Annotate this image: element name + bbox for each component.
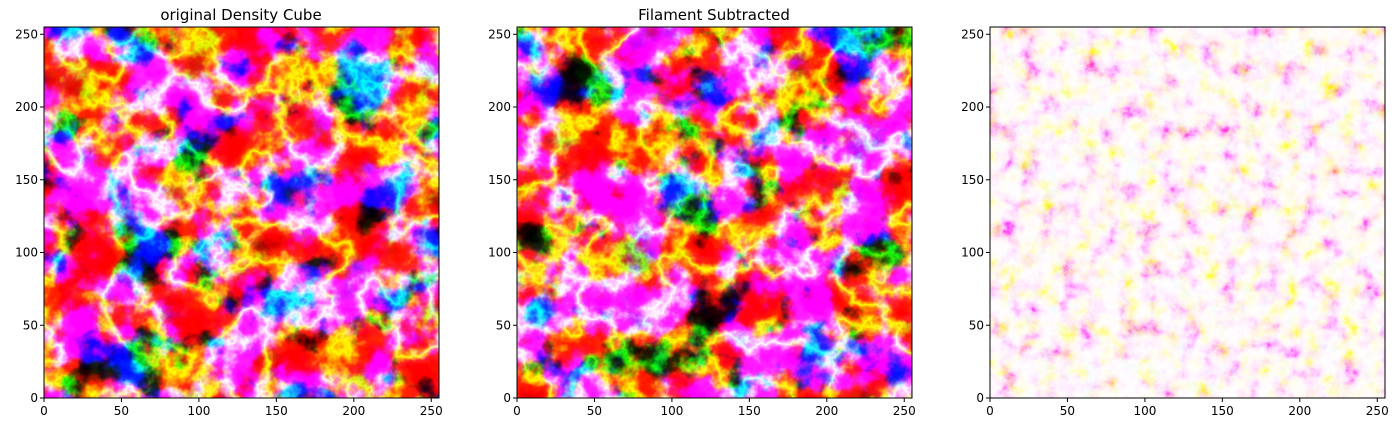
y-tick-label: 200 xyxy=(961,100,984,114)
y-tick-label: 150 xyxy=(961,173,984,187)
x-tick-label: 150 xyxy=(1211,404,1234,418)
x-tick-label: 50 xyxy=(587,404,602,418)
plot-frame xyxy=(989,26,1386,399)
y-tick-label: 0 xyxy=(976,391,984,405)
y-tick-label: 150 xyxy=(15,173,38,187)
heatmap-image xyxy=(517,27,912,398)
x-tick-label: 200 xyxy=(815,404,838,418)
y-tick-label: 150 xyxy=(488,173,511,187)
x-tick-label: 0 xyxy=(40,404,48,418)
panel-title: Filament Subtracted xyxy=(638,6,790,24)
panel-difference: 0 50 100 150 200 250 0 50 100 150 200 250 xyxy=(961,26,1389,418)
y-tick-label: 100 xyxy=(15,246,38,260)
y-tick-label: 50 xyxy=(23,318,38,332)
heatmap-image xyxy=(44,27,439,398)
y-tick-label: 50 xyxy=(969,318,984,332)
y-tick-label: 200 xyxy=(15,100,38,114)
heatmap-image xyxy=(990,27,1385,398)
x-tick-label: 100 xyxy=(187,404,210,418)
y-tick-label: 0 xyxy=(503,391,511,405)
x-tick-label: 200 xyxy=(342,404,365,418)
x-tick-label: 150 xyxy=(265,404,288,418)
x-tick-label: 250 xyxy=(893,404,916,418)
x-tick-label: 100 xyxy=(1133,404,1156,418)
x-tick-label: 200 xyxy=(1288,404,1311,418)
y-tick-label: 250 xyxy=(488,27,511,41)
y-tick-label: 0 xyxy=(30,391,38,405)
panel-title: original Density Cube xyxy=(160,6,321,24)
x-tick-label: 0 xyxy=(986,404,994,418)
y-tick-label: 100 xyxy=(488,246,511,260)
panel-original-density: original Density Cube 0 50 100 150 200 250 0 50… xyxy=(15,6,443,418)
x-tick-label: 50 xyxy=(114,404,129,418)
plot-frame xyxy=(516,26,913,399)
y-tick-label: 50 xyxy=(496,318,511,332)
x-tick-label: 150 xyxy=(738,404,761,418)
y-tick-label: 200 xyxy=(488,100,511,114)
panel-filament-subtracted: Filament Subtracted 0 50 100 150 200 250 0 50 10… xyxy=(488,6,916,418)
plot-frame xyxy=(43,26,440,399)
y-tick-label: 250 xyxy=(15,27,38,41)
x-tick-label: 100 xyxy=(660,404,683,418)
y-tick-label: 250 xyxy=(961,27,984,41)
y-tick-label: 100 xyxy=(961,246,984,260)
x-tick-label: 50 xyxy=(1060,404,1075,418)
x-tick-label: 250 xyxy=(1366,404,1389,418)
x-tick-label: 0 xyxy=(513,404,521,418)
x-tick-label: 250 xyxy=(420,404,443,418)
